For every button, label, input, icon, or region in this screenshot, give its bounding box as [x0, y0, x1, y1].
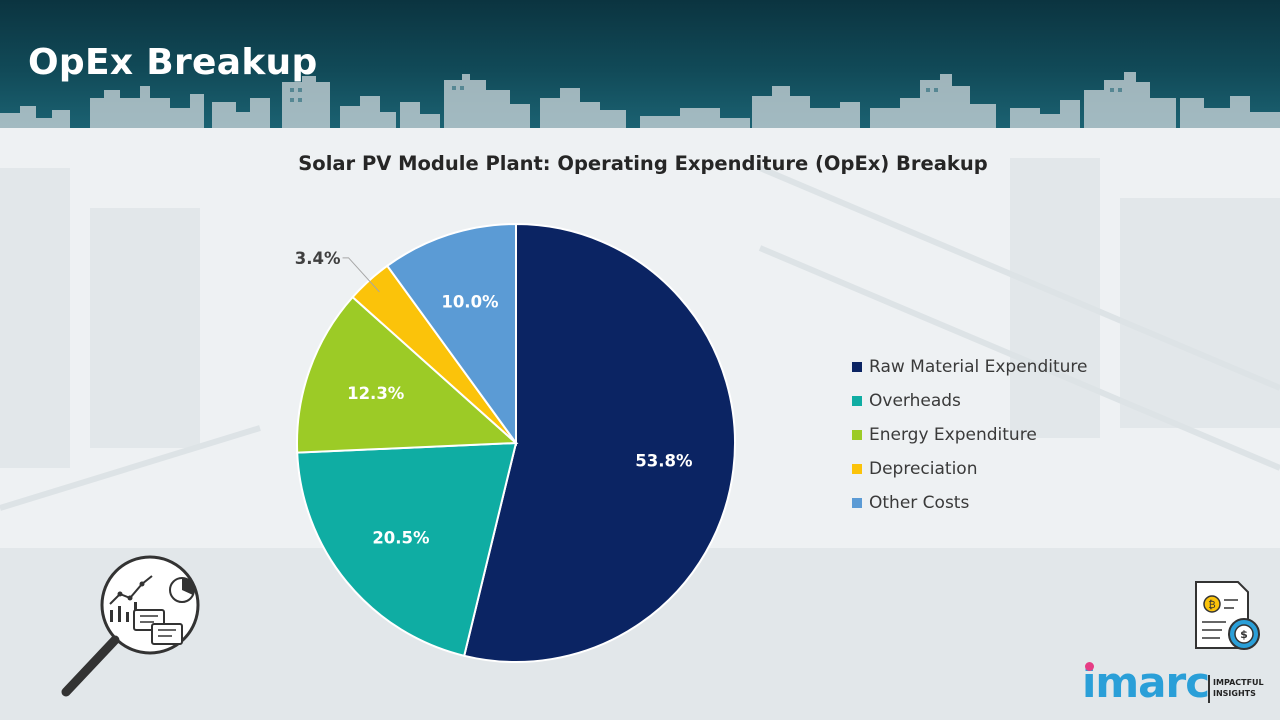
dollar-icon: $	[1240, 628, 1248, 641]
chart-title: Solar PV Module Plant: Operating Expendi…	[298, 152, 988, 175]
page-title: OpEx Breakup	[28, 42, 318, 83]
logo-wordmark: imarc	[1082, 658, 1210, 707]
header-banner: OpEx Breakup	[0, 0, 1280, 128]
legend-swatch	[852, 498, 862, 508]
pie-slice-overheads	[296, 441, 518, 657]
logo-dot	[1085, 662, 1094, 671]
legend-swatch	[852, 362, 862, 372]
legend-label: Raw Material Expenditure	[869, 357, 1088, 377]
data-label-raw-material-expenditure: 53.8%	[635, 452, 693, 471]
pie-slice-energy-expenditure	[296, 295, 519, 454]
legend-item-other-costs: Other Costs	[852, 486, 1088, 520]
logo-divider	[1208, 675, 1210, 703]
legend-item-raw-material-expenditure: Raw Material Expenditure	[852, 350, 1088, 384]
coin-icon: ₿	[1208, 599, 1215, 611]
city-skyline-graphic	[0, 72, 1280, 128]
imarc-logo: imarc IMPACTFUL INSIGHTS	[1082, 658, 1264, 707]
pie-slice-other-costs	[385, 222, 517, 447]
logo-tagline-line-2: INSIGHTS	[1213, 689, 1256, 698]
legend-label: Energy Expenditure	[869, 425, 1037, 445]
data-label-other-costs: 10.0%	[441, 292, 499, 311]
magnifier-analytics-icon	[61, 555, 200, 697]
background-illustration	[0, 128, 1280, 720]
legend-item-overheads: Overheads	[852, 384, 1088, 418]
legend-swatch	[852, 464, 862, 474]
pie-slice-raw-material-expenditure	[462, 222, 736, 663]
legend-label: Depreciation	[869, 459, 978, 479]
data-label-leader-depreciation	[342, 257, 380, 293]
legend-label: Overheads	[869, 391, 961, 411]
logo-tagline: IMPACTFUL INSIGHTS	[1213, 677, 1264, 699]
legend-swatch	[852, 430, 862, 440]
cost-document-icon: ₿ $	[1195, 581, 1260, 650]
legend-item-energy-expenditure: Energy Expenditure	[852, 418, 1088, 452]
legend-item-depreciation: Depreciation	[852, 452, 1088, 486]
data-label-energy-expenditure: 12.3%	[347, 384, 405, 403]
data-label-depreciation: 3.4%	[295, 249, 341, 268]
data-label-overheads: 20.5%	[372, 529, 430, 548]
logo-tagline-line-1: IMPACTFUL	[1213, 678, 1264, 687]
legend-swatch	[852, 396, 862, 406]
chart-legend: Raw Material Expenditure Overheads Energy …	[852, 350, 1088, 520]
legend-label: Other Costs	[869, 493, 970, 513]
